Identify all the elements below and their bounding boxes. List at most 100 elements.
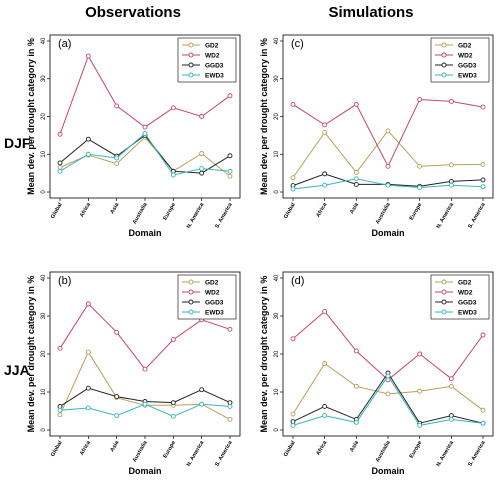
panel-c-series-gd2-point-n-america [448, 162, 454, 168]
panel-c-series-ewd3-point-s-america [480, 184, 486, 190]
panel-d-xtick-label-asia: Asia [349, 439, 360, 453]
panel-a-legend-marker-gd2 [188, 42, 194, 48]
panel-b-series-gd2-line [59, 351, 231, 420]
panel-a-series-ggd3-point-global [57, 160, 63, 166]
panel-d-ytick-label-10: 10 [274, 388, 280, 395]
panel-c-series-wd2-point-n-america [448, 98, 454, 104]
panel-d-series-ewd3-point-s-america [480, 420, 486, 426]
panel-a-series-wd2-point-asia [114, 103, 120, 109]
panel-d-series-gd2-point-global [290, 411, 296, 417]
panel-b-legend-marker-ewd3 [188, 309, 194, 315]
panel-a-series-ewd3-point-global [57, 168, 63, 174]
panel-d-series-ewd3-line [292, 375, 484, 426]
panel-b-xtick-label-global: Global [50, 440, 64, 458]
panel-c-series-ewd3-point-africa [322, 182, 328, 188]
panel-b-series-ewd3-point-n-america [199, 401, 205, 407]
panel-b-legend-label-ewd3: EWD3 [205, 309, 224, 316]
panel-c-xtick-label-australia: Australia [375, 201, 392, 225]
panel-b-legend-label-wd2: WD2 [205, 289, 220, 296]
panel-c-ytick-label-40: 40 [274, 37, 280, 44]
panel-d-series-wd2-point-asia [353, 348, 359, 354]
panel-a-series-wd2-point-australia [142, 124, 148, 130]
panel-b-series-ewd3-point-africa [85, 405, 91, 411]
panel-c-legend-label-ewd3: EWD3 [458, 72, 477, 79]
panel-c-series-gd2-point-europe [417, 163, 423, 169]
panel-b-series-wd2-point-europe [170, 337, 176, 343]
panel-a-series-wd2-point-europe [170, 105, 176, 111]
panel-d-label: (d) [291, 275, 304, 287]
panel-b-series-ewd3-point-asia [114, 413, 120, 419]
panel-b-legend-label-ggd3: GGD3 [205, 299, 224, 306]
panel-a-legend-marker-ggd3 [188, 62, 194, 68]
panel-b-xtick-label-n-america: N. America [186, 439, 206, 468]
panel-b-xlabel: Domain [128, 466, 161, 476]
panel-b-legend-label-gd2: GD2 [205, 279, 219, 286]
panel-a-xtick-label-asia: Asia [109, 201, 120, 215]
panel-a-legend-marker-wd2 [188, 52, 194, 58]
panel-b-xtick-label-s-america: S. America [214, 439, 234, 467]
panel-b-series-ewd3-point-s-america [227, 403, 233, 409]
panel-b-xtick-label-europe: Europe [162, 440, 177, 459]
panel-c-xtick-label-europe: Europe [409, 202, 424, 221]
row-label-jja: JJA [4, 362, 30, 378]
panel-d-series-gd2-point-africa [322, 361, 328, 366]
panel-a-series-ewd3-point-s-america [227, 168, 233, 174]
column-title-simulations: Simulations [328, 4, 413, 21]
panel-d-legend-marker-wd2 [441, 289, 447, 295]
panel-b-ylabel: Mean dev. per drought category in % [26, 276, 36, 433]
panel-c-legend-marker-gd2 [441, 42, 447, 48]
panel-b-series-ggd3-point-europe [170, 400, 176, 406]
panel-a-ytick-label-40: 40 [41, 37, 47, 44]
panel-c-series-gd2-point-global [290, 175, 296, 181]
panel-b-ytick-label-20: 20 [41, 350, 47, 357]
panel-b-series-wd2-point-asia [114, 329, 120, 335]
panel-c-ytick-label-10: 10 [274, 150, 280, 157]
panel-c-series-wd2-point-africa [322, 122, 328, 128]
panel-b-xtick-label-africa: Africa [79, 439, 92, 456]
panel-a-xlabel: Domain [128, 228, 161, 238]
panel-b-series-ewd3-point-global [57, 407, 63, 413]
panel-b-series-wd2-point-africa [85, 301, 91, 307]
panels: (a) 0 10 20 30 40 Global Africa Asia Australia Eur… [26, 34, 494, 476]
panel-c-series-ewd3-point-global [290, 186, 296, 192]
panel-a-ytick-label-0: 0 [41, 190, 47, 194]
panel-d-legend-label-wd2: WD2 [458, 289, 473, 296]
panel-b-xtick-label-australia: Australia [132, 439, 149, 463]
panel-d-legend-marker-ewd3 [441, 309, 447, 315]
panel-c-ytick-label-0: 0 [274, 190, 280, 194]
panel-b-series-ggd3-point-asia [114, 394, 120, 400]
panel-b-series-ggd3-point-n-america [199, 387, 205, 393]
panel-d-series-wd2-point-global [290, 336, 296, 342]
panel-d-xtick-label-africa: Africa [315, 439, 328, 456]
panel-d-ytick-label-40: 40 [274, 274, 280, 281]
panel-b-ytick-label-10: 10 [41, 388, 47, 395]
panel-a-series-ggd3-line [59, 134, 231, 174]
panel-c-ytick-label-20: 20 [274, 113, 280, 120]
panel-a-ytick-label-20: 20 [41, 113, 47, 120]
panel-a-series-gd2-point-s-america [227, 173, 233, 179]
panel-c-series-gd2-point-africa [322, 129, 328, 135]
panel-c-label: (c) [291, 38, 304, 50]
panel-a-series-gd2-point-n-america [199, 151, 205, 156]
panel-b-series-ggd3-point-africa [85, 385, 91, 391]
panel-c-legend-label-ggd3: GGD3 [458, 62, 477, 69]
panel-a-xtick-label-global: Global [50, 202, 64, 220]
panel-b-series-wd2-point-s-america [227, 326, 233, 332]
column-title-observations: Observations [85, 4, 181, 21]
panel-d-legend-label-ewd3: EWD3 [458, 309, 477, 316]
panel-d: (d) 0 10 20 30 40 Global Africa Asia Australia Eur… [259, 271, 494, 476]
panel-a-series-ewd3-point-europe [170, 172, 176, 178]
panel-c-xtick-label-global: Global [283, 202, 297, 220]
panel-c-series-gd2-point-australia [385, 128, 391, 134]
panel-c-legend-marker-wd2 [441, 52, 447, 58]
panel-c-series-wd2-point-asia [353, 101, 359, 107]
panel-c-series-ewd3-point-europe [417, 185, 423, 190]
panel-b-series-gd2-point-global [57, 412, 63, 418]
panel-a-series-ggd3-point-s-america [227, 153, 233, 159]
panel-b-series-ewd3-point-europe [170, 413, 176, 419]
panel-c-series-gd2-line [292, 130, 484, 178]
panel-a-xtick-label-n-america: N. America [186, 201, 206, 230]
panel-d-series-ewd3-point-australia [385, 373, 391, 379]
panel-d-series-ggd3-point-africa [322, 403, 328, 409]
panel-a-series-ggd3-point-n-america [199, 170, 205, 176]
